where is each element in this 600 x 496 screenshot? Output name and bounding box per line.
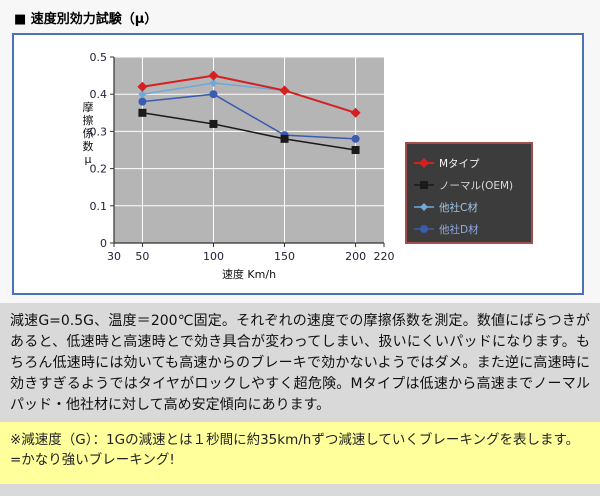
- y-tick-label: 0: [100, 237, 107, 250]
- x-tick-label: 30: [107, 250, 121, 263]
- legend-label: 他社D材: [439, 223, 479, 236]
- y-tick-label: 0.1: [90, 200, 108, 213]
- data-point-marker: [209, 79, 218, 88]
- series-line: [142, 112, 356, 151]
- chart-frame: 30 50 100 150 200 220 0 0.1 0.2 0.3 0.4 0.5 速度 Km/h 摩…: [12, 33, 584, 295]
- y-tick-label: 0.2: [90, 163, 108, 176]
- series-Mタイプ: [137, 70, 361, 118]
- page-title: ■ 速度別効力試験（μ）: [12, 0, 588, 33]
- legend-box: [405, 142, 533, 244]
- data-point-marker: [137, 81, 148, 92]
- data-point-marker: [420, 181, 428, 189]
- data-point-marker: [420, 203, 428, 211]
- x-tick-label: 150: [274, 250, 295, 263]
- data-point-marker: [279, 85, 290, 96]
- plot-area: [114, 57, 384, 243]
- legend-label: 他社C材: [439, 201, 478, 214]
- y-axis-label: 摩擦係数 μ: [83, 100, 94, 166]
- data-point-marker: [350, 107, 361, 118]
- note-text: ※減速度（G）：1Gの減速とは１秒間に約35km/hずつ減速していくブレーキング…: [10, 432, 580, 468]
- legend-label: Mタイプ: [439, 158, 480, 170]
- data-point-marker: [209, 119, 218, 128]
- top-section: ■ 速度別効力試験（μ） 30 50 100 150 200 220 0 0.1 0.2 0.3 0…: [0, 0, 600, 303]
- data-point-marker: [138, 97, 147, 106]
- data-point-marker: [419, 158, 429, 168]
- y-tick-label: 0.4: [90, 88, 108, 101]
- description-text: 減速G=0.5G、温度＝200℃固定。それぞれの速度での摩擦係数を測定。数値にば…: [0, 303, 600, 422]
- data-point-marker: [138, 90, 147, 99]
- x-tick-label: 50: [135, 250, 149, 263]
- data-point-marker: [138, 108, 147, 117]
- data-point-marker: [280, 134, 289, 143]
- x-tick-label: 220: [374, 250, 395, 263]
- note-box: ※減速度（G）：1Gの減速とは１秒間に約35km/hずつ減速していくブレーキング…: [0, 422, 600, 484]
- series-ノーマル(OEM): [138, 108, 360, 154]
- data-point-marker: [420, 225, 428, 233]
- effectiveness-chart: 30 50 100 150 200 220 0 0.1 0.2 0.3 0.4 0.5 速度 Km/h 摩…: [83, 51, 533, 281]
- x-tick-label: 100: [203, 250, 224, 263]
- data-point-marker: [351, 146, 360, 154]
- series-line: [142, 93, 356, 140]
- y-tick-label: 0.5: [90, 51, 108, 64]
- x-axis-label: 速度 Km/h: [222, 267, 276, 281]
- data-point-marker: [209, 90, 218, 99]
- legend-label: ノーマル(OEM): [439, 180, 513, 192]
- data-point-marker: [208, 70, 219, 81]
- series-line: [142, 74, 356, 114]
- y-tick-label: 0.3: [90, 125, 108, 138]
- x-tick-label: 200: [345, 250, 366, 263]
- data-point-marker: [351, 134, 360, 143]
